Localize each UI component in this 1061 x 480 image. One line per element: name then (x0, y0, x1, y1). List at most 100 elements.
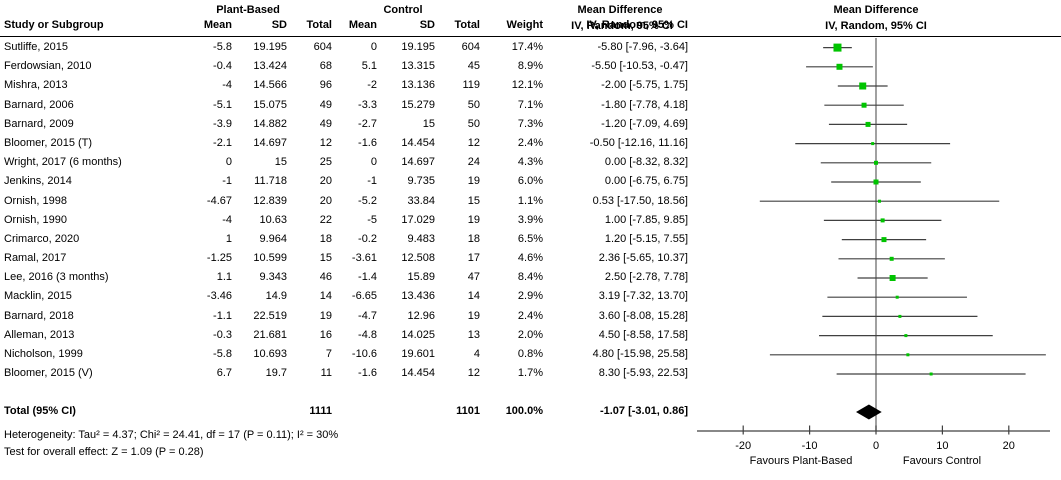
weight-cell: 17.4% (511, 41, 543, 53)
control-sd-cell: 19.601 (401, 348, 435, 360)
total-control-sd-cell (377, 402, 435, 421)
control-mean-cell: -3.3 (358, 98, 377, 111)
weight-column-header: Weight (506, 19, 543, 31)
control-sd-cell: 17.029 (401, 213, 435, 226)
weight-cell: 6.5% (517, 232, 543, 245)
study-name-cell: Ornish, 1990 (4, 213, 67, 226)
control-total-cell: 19 (467, 309, 480, 322)
study-name-cell: Lee, 2016 (3 months) (4, 271, 109, 284)
studies-table: Sutliffe, 2015 -5.8 19.195 604 0 19.195 604 17.… (0, 38, 688, 383)
effect-square (871, 142, 875, 146)
md-plot-header-title: Mean Difference (833, 4, 919, 16)
ci-cell: 4.80 [-15.98, 25.58] (592, 348, 688, 360)
ci-cell: 0.00 [-6.75, 6.75] (604, 175, 688, 188)
control-total-cell: 45 (467, 60, 480, 73)
forest-plot-canvas: -20 -10 0 10 20 Favours Plant-Based Favours Co… (697, 38, 1050, 467)
weight-cell: 4.3% (517, 156, 543, 169)
plant-total-cell: 22 (319, 213, 332, 226)
control-sd-cell: 9.735 (407, 175, 435, 188)
study-row: Alleman, 2013 -0.3 21.681 16 -4.8 14.025 13 2.0… (0, 326, 688, 345)
total-label: Total (95% CI) (4, 405, 76, 417)
control-total-cell: 4 (473, 348, 480, 360)
control-mean-cell: -2.7 (358, 117, 377, 130)
study-name-cell: Barnard, 2018 (4, 309, 74, 322)
study-name-cell: Jenkins, 2014 (4, 175, 72, 188)
study-row: Barnard, 2006 -5.1 15.075 49 -3.3 15.279 50 7.1… (0, 96, 688, 115)
control-sd-cell: 19.195 (401, 41, 435, 53)
favours-right-label: Favours Control (903, 455, 981, 467)
control-total-cell: 18 (467, 232, 480, 245)
overall-effect-text: Test for overall effect: Z = 1.09 (P = 0… (4, 446, 204, 458)
control-sd-cell: 15 (422, 117, 435, 130)
plant-sd-cell: 9.343 (259, 271, 287, 284)
study-row: Nicholson, 1999 -5.8 10.693 7 -10.6 19.601 4 0.… (0, 345, 688, 364)
control-sd-cell: 14.454 (401, 136, 435, 149)
total-plant-sd-cell (232, 402, 287, 421)
control-total-cell: 15 (467, 194, 480, 207)
plant-total-cell: 12 (319, 136, 332, 149)
plant-sd-cell: 15 (274, 156, 287, 169)
plant-sd-cell: 13.424 (253, 60, 287, 73)
ci-cell: 3.60 [-8.08, 15.28] (598, 309, 688, 322)
control-sd-cell: 13.315 (401, 60, 435, 73)
plant-total-cell: 18 (319, 232, 332, 245)
study-column-header: Study or Subgroup (4, 19, 104, 31)
total-control-total-cell: 1101 (456, 405, 480, 417)
total-ci-cell: -1.07 [-3.01, 0.86] (599, 405, 688, 417)
axis-tick-label: 20 (1003, 440, 1015, 452)
control-mean-cell: -2 (367, 79, 377, 92)
plant-total-cell: 14 (319, 290, 332, 303)
effect-square (904, 334, 908, 338)
ci-cell: -5.80 [-7.96, -3.64] (597, 41, 689, 53)
study-name-cell: Nicholson, 1999 (4, 348, 83, 360)
plant-sd-cell: 10.63 (259, 213, 287, 226)
plant-total-cell: 11 (320, 367, 332, 380)
study-row: Ramal, 2017 -1.25 10.599 15 -3.61 12.508 17 4.6… (0, 249, 688, 268)
ci-cell: -1.20 [-7.09, 4.69] (601, 117, 688, 130)
plant-mean-cell: -4.67 (206, 194, 232, 207)
effect-square (929, 372, 933, 376)
md-stats-header-subtitle: IV, Random, 95% CI (571, 20, 673, 32)
plant-mean-cell: -2.1 (213, 136, 232, 149)
ci-cell: -0.50 [-12.16, 11.16] (589, 136, 688, 149)
plant-mean-cell: -1.1 (213, 309, 232, 322)
weight-cell: 8.4% (517, 271, 543, 284)
plant-mean-cell: 1.1 (216, 271, 232, 284)
ci-column-header: IV, Random, 95% CI (586, 19, 688, 31)
control-mean-cell: -4.7 (358, 309, 377, 322)
plant-mean-cell: 1 (225, 232, 232, 245)
control-mean-cell: -5 (367, 213, 377, 226)
total-control-mean-cell (332, 402, 377, 421)
plant-mean-cell: -4 (222, 213, 232, 226)
control-sd-column-header: SD (419, 19, 435, 31)
plant-total-cell: 68 (319, 60, 332, 73)
weight-cell: 7.3% (517, 117, 543, 130)
control-mean-cell: -5.2 (358, 194, 377, 207)
axis-tick-label: 0 (873, 440, 879, 452)
control-mean-cell: -10.6 (351, 348, 377, 360)
control-total-cell: 19 (467, 213, 480, 226)
effect-square (865, 121, 871, 127)
control-mean-column-header: Mean (348, 19, 377, 31)
weight-cell: 2.9% (517, 290, 543, 303)
weight-cell: 1.1% (517, 194, 543, 207)
control-total-cell: 47 (467, 271, 480, 284)
axis-tick-label: 10 (936, 440, 948, 452)
control-total-cell: 14 (467, 290, 480, 303)
plant-sd-cell: 14.697 (253, 136, 287, 149)
control-total-cell: 24 (467, 156, 480, 169)
control-sd-cell: 14.025 (401, 328, 435, 341)
plant-sd-cell: 9.964 (259, 232, 287, 245)
axis-tick-label: -20 (735, 440, 751, 452)
control-sd-cell: 33.84 (407, 194, 435, 207)
study-name-cell: Mishra, 2013 (4, 79, 68, 92)
plant-total-cell: 49 (319, 117, 332, 130)
plant-total-cell: 19 (319, 309, 332, 322)
study-row: Sutliffe, 2015 -5.8 19.195 604 0 19.195 604 17.… (0, 38, 688, 57)
control-mean-cell: -1.4 (358, 271, 377, 284)
plant-mean-cell: -3.9 (213, 117, 232, 130)
control-mean-cell: 0 (370, 156, 377, 169)
plant-sd-cell: 19.7 (265, 367, 287, 380)
study-row: Barnard, 2018 -1.1 22.519 19 -4.7 12.96 19 2.4%… (0, 307, 688, 326)
ci-cell: -1.80 [-7.78, 4.18] (601, 98, 688, 111)
